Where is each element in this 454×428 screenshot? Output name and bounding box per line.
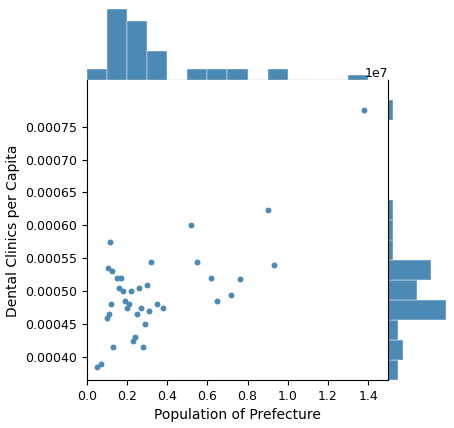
Point: [188, 222, 195, 229]
Point: [114, 275, 121, 282]
Point: [105, 311, 113, 318]
Point: [143, 281, 151, 288]
Bar: [388, 360, 398, 380]
Point: [270, 262, 277, 268]
Bar: [388, 220, 393, 240]
Point: [131, 334, 138, 341]
Bar: [348, 74, 368, 80]
Point: [106, 238, 114, 245]
Point: [236, 276, 243, 283]
X-axis label: Population of Prefecture: Population of Prefecture: [154, 408, 321, 422]
Y-axis label: Dental Clinics per Capita: Dental Clinics per Capita: [5, 144, 20, 317]
Point: [119, 288, 127, 294]
Point: [109, 268, 116, 275]
Point: [104, 314, 111, 321]
Bar: [107, 9, 127, 80]
Bar: [388, 340, 403, 360]
Text: 1e7: 1e7: [365, 68, 388, 80]
Bar: [207, 68, 227, 80]
Point: [109, 344, 117, 351]
Point: [129, 337, 137, 344]
Point: [360, 107, 368, 113]
Point: [93, 363, 100, 370]
Point: [142, 321, 149, 327]
Bar: [388, 101, 393, 120]
Point: [117, 275, 124, 282]
Point: [153, 301, 161, 308]
Bar: [388, 200, 393, 220]
Point: [121, 298, 128, 305]
Point: [107, 301, 114, 308]
Bar: [388, 300, 445, 320]
Bar: [388, 280, 417, 300]
Bar: [388, 240, 393, 260]
Point: [125, 301, 133, 308]
Point: [135, 285, 143, 291]
Point: [214, 298, 221, 305]
Bar: [127, 21, 147, 80]
Point: [104, 265, 112, 272]
Point: [138, 304, 145, 311]
Point: [194, 258, 201, 265]
Bar: [147, 51, 167, 80]
Bar: [388, 320, 398, 340]
Point: [97, 360, 104, 367]
Bar: [388, 260, 431, 280]
Point: [264, 207, 271, 214]
Bar: [87, 68, 107, 80]
Point: [159, 304, 167, 311]
Point: [148, 258, 155, 265]
Bar: [227, 68, 247, 80]
Point: [208, 275, 215, 282]
Point: [123, 304, 131, 311]
Point: [145, 308, 153, 315]
Point: [228, 291, 235, 298]
Point: [133, 311, 141, 318]
Point: [128, 288, 135, 294]
Point: [139, 344, 147, 351]
Bar: [188, 68, 207, 80]
Bar: [268, 68, 288, 80]
Point: [115, 285, 123, 291]
